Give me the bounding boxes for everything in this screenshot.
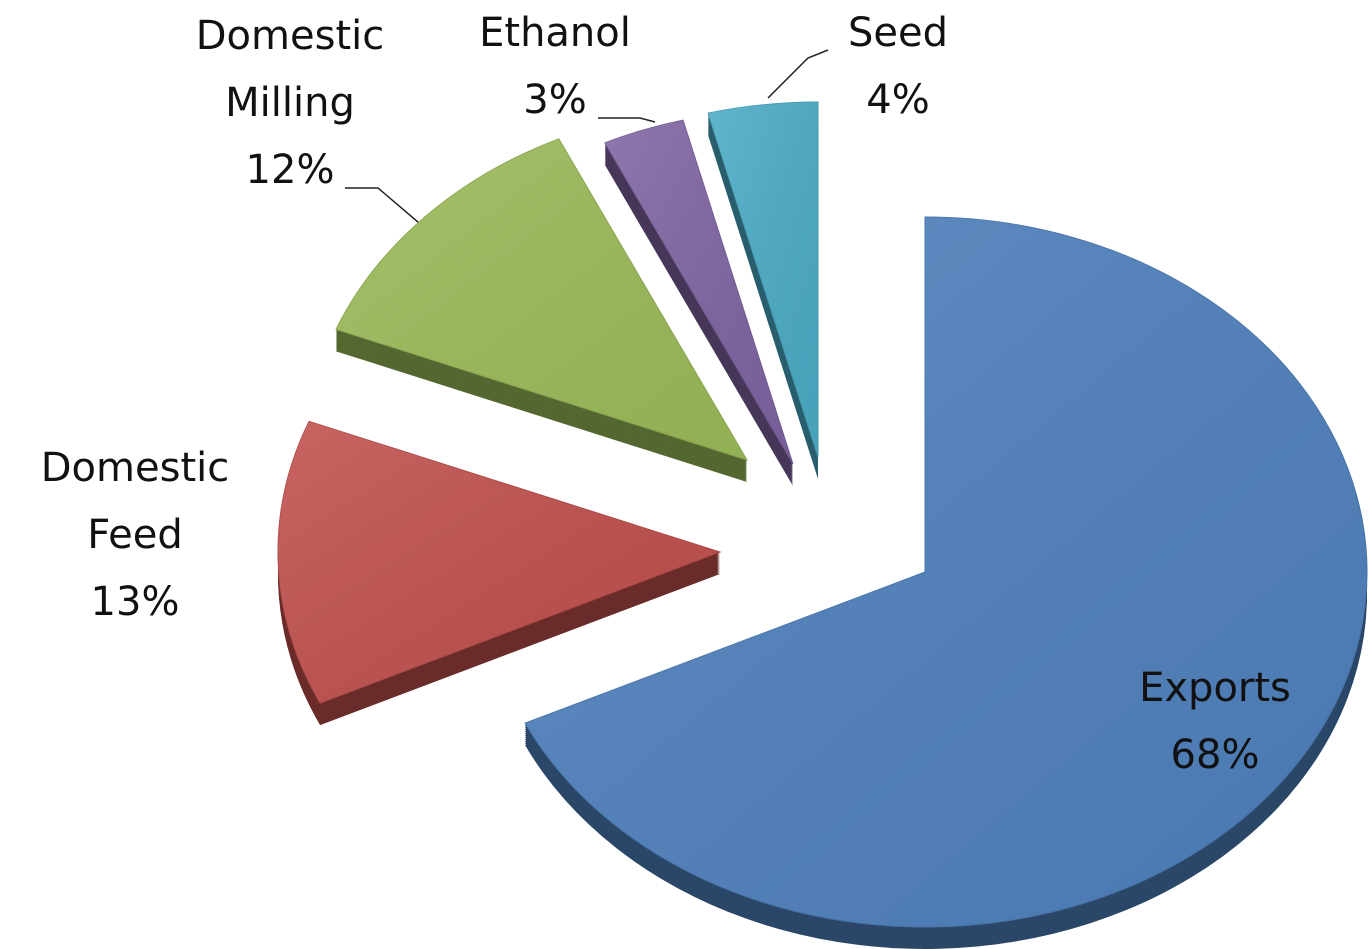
slice-shine xyxy=(708,102,818,457)
slice-label: Domestic Feed xyxy=(41,445,229,558)
slice-shine xyxy=(336,138,747,461)
leader-line xyxy=(767,49,829,99)
slice-value-label: 13% xyxy=(91,579,180,625)
slice-value-label: 4% xyxy=(866,77,929,123)
slice-value-label: 68% xyxy=(1171,732,1260,778)
slice-value-label: 12% xyxy=(246,147,335,193)
slice-label: Seed xyxy=(848,10,948,56)
slice-shine xyxy=(278,421,720,704)
slice-shine xyxy=(525,217,1368,927)
slice-value-label: 3% xyxy=(523,77,586,123)
leader-line xyxy=(598,117,656,123)
slice-label: Exports xyxy=(1139,665,1291,711)
slice-label: Domestic Milling xyxy=(196,13,384,126)
slice-shine xyxy=(604,120,793,464)
slice-label: Ethanol xyxy=(479,10,631,56)
leader-line xyxy=(345,187,426,229)
